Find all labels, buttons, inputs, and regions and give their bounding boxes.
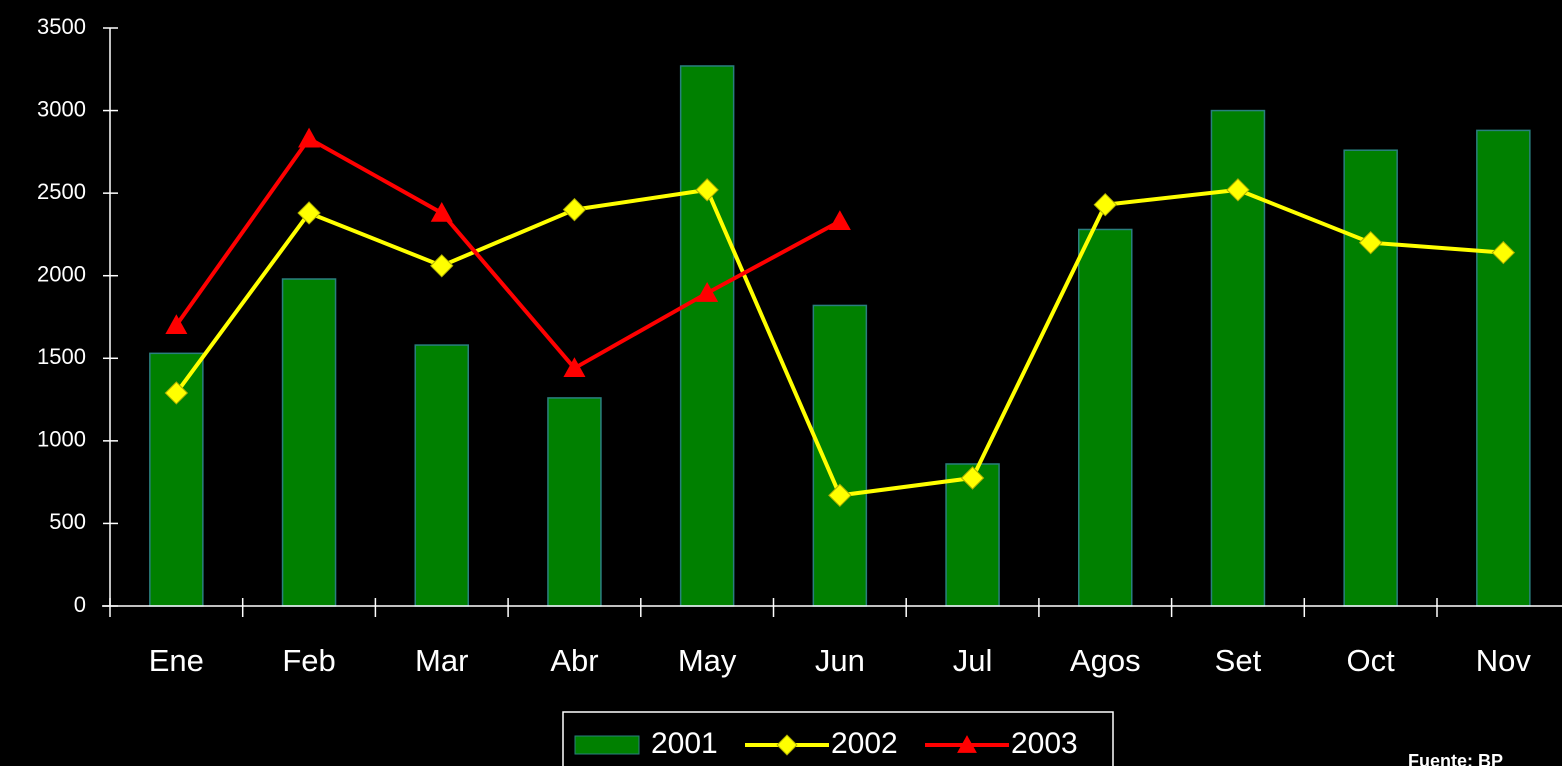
triangle-marker: [696, 282, 719, 302]
y-tick-label: 3500: [37, 14, 86, 39]
x-tick-label: Agos: [1070, 643, 1141, 678]
y-tick-label: 500: [49, 509, 86, 534]
x-tick-label: Oct: [1347, 643, 1396, 678]
triangle-marker: [563, 357, 586, 377]
diamond-marker: [695, 178, 719, 202]
x-tick-label: Mar: [415, 643, 468, 678]
x-tick-label: Ene: [149, 643, 204, 678]
y-tick-label: 2500: [37, 179, 86, 204]
triangle-marker: [828, 210, 851, 231]
bar: [1078, 228, 1133, 607]
bar: [679, 65, 735, 607]
y-tick-label: 3000: [37, 96, 86, 121]
diamond-marker: [776, 734, 798, 756]
legend-label: 2002: [831, 727, 898, 760]
diamond-marker: [1358, 230, 1383, 255]
triangle-marker: [298, 127, 321, 148]
legend-swatch: [574, 735, 640, 755]
diamond-marker: [164, 381, 189, 405]
x-tick-label: May: [678, 643, 737, 678]
x-tick-label: Abr: [550, 643, 598, 678]
x-tick-label: Feb: [282, 643, 335, 678]
x-tick-label: Nov: [1476, 643, 1532, 678]
diamond-marker: [297, 201, 321, 225]
bar: [547, 397, 602, 607]
diamond-marker: [1491, 240, 1516, 265]
line: [174, 136, 841, 371]
source-note: Fuente: BP: [1408, 751, 1503, 766]
bar: [414, 344, 469, 607]
triangle-marker: [957, 735, 977, 753]
x-tick-label: Jul: [953, 643, 993, 678]
triangle-marker: [165, 314, 188, 335]
legend-label: 2001: [651, 727, 718, 760]
legend: 2001 2002 2003: [562, 711, 1114, 766]
bar: [1343, 149, 1398, 607]
y-tick-label: 0: [74, 592, 86, 617]
x-tick-label: Jun: [815, 643, 865, 678]
diamond-marker: [960, 466, 985, 490]
y-tick-label: 1500: [37, 344, 86, 369]
bar: [1476, 129, 1531, 607]
y-tick-label: 2000: [37, 262, 86, 287]
diamond-marker: [1093, 192, 1117, 217]
y-tick-label: 1000: [37, 427, 86, 452]
legend-box: [562, 711, 1114, 766]
diamond-marker: [1226, 178, 1250, 202]
x-tick-label: Set: [1215, 643, 1262, 678]
triangle-marker: [430, 201, 453, 222]
legend-label: 2003: [1011, 727, 1078, 760]
bar: [281, 278, 337, 607]
diamond-marker: [430, 254, 454, 278]
diamond-marker: [562, 197, 587, 222]
diamond-marker: [828, 483, 852, 508]
